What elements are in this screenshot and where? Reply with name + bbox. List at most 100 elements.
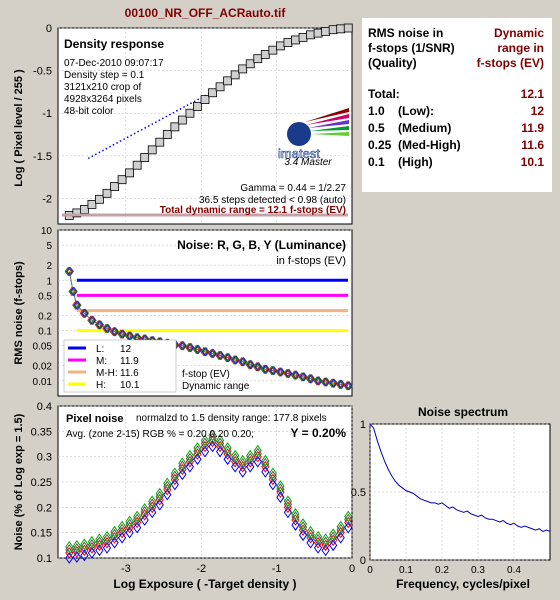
pixel-marker (276, 483, 285, 495)
rms-marker (308, 374, 316, 384)
rms-marker (277, 367, 285, 377)
pixel-noise-panel: 0.4 0.35 0.3 0.25 0.2 0.15 0.1 -3 -2 -1 0 Pixel n… (13, 401, 355, 591)
density-yticks: 0 -0.5 -1 -1.5 -2 (33, 23, 52, 205)
rms-marker (306, 374, 314, 384)
rms-marker (253, 362, 261, 372)
spectrum-xtick-label: 0.2 (435, 565, 449, 576)
rms-marker (320, 377, 328, 387)
pixel-marker (65, 544, 74, 556)
rms-marker (269, 365, 277, 376)
rms-subtitle: in f-stops (EV) (276, 255, 346, 267)
logo-version: 3.4 Master (284, 157, 332, 168)
rms-marker (275, 367, 283, 377)
pixel-marker (185, 449, 195, 462)
pixel-marker (261, 457, 270, 470)
pixel-marker (223, 445, 232, 457)
pixel-marker (261, 465, 270, 478)
pixel-marker (110, 528, 119, 541)
rms-marker (292, 370, 300, 380)
pixel-marker (208, 432, 217, 445)
spectrum-yticks: 10.50 (351, 419, 366, 567)
pixel-marker (87, 538, 97, 551)
rms-marker (208, 348, 216, 359)
rms-marker (186, 342, 194, 353)
density-info-date: 07-Dec-2010 09:07:17 (64, 58, 164, 69)
rms-marker (232, 355, 240, 365)
rms-marker (335, 379, 343, 390)
density-ylabel: Log ( Pixel level / 255 ) (13, 69, 25, 187)
rms-marker (72, 300, 80, 310)
density-marker (253, 54, 263, 64)
steps-text: 36.5 steps detected < 0.98 (auto) (199, 195, 346, 206)
rms-marker (217, 350, 225, 361)
rms-marker (290, 370, 298, 380)
rms-marker (118, 329, 126, 339)
rms-marker (237, 357, 245, 367)
rms-ytick-label: 0.02 (33, 362, 53, 373)
table-header-range-2: range in (497, 41, 544, 55)
rms-marker (202, 347, 210, 357)
pixel-marker (246, 449, 255, 462)
pixel-marker (117, 520, 127, 533)
table-row-total-label: Total: (368, 87, 400, 101)
pixel-marker (215, 445, 225, 458)
pixel-noise-curve (69, 440, 349, 554)
pixel-marker (72, 543, 81, 555)
results-table: RMS noise in f-stops (1/SNR) (Quality) D… (362, 18, 552, 192)
density-marker (306, 30, 315, 40)
density-marker (177, 115, 187, 125)
pixel-marker (313, 530, 323, 543)
pixel-xtick-label: 0 (349, 563, 355, 575)
legend-low-key: L: (96, 344, 104, 355)
rms-marker (337, 379, 345, 390)
pixel-xtick-label: -1 (272, 563, 282, 575)
rms-marker (119, 329, 127, 339)
rms-marker (328, 378, 336, 388)
legend-medium-value: 11.9 (120, 356, 139, 367)
rms-marker (224, 352, 232, 363)
pixel-marker (329, 528, 338, 541)
pixel-marker (223, 453, 232, 466)
pixel-marker (140, 506, 149, 518)
pixel-ytick-label: 0.35 (31, 426, 52, 438)
pixel-marker (95, 536, 104, 549)
logo-stripe-5 (311, 132, 349, 136)
pixel-marker (231, 452, 240, 465)
density-marker (313, 28, 323, 38)
pixel-marker (200, 434, 210, 447)
rms-marker (81, 308, 89, 319)
spectrum-xlabel: Frequency, cycles/pixel (396, 577, 530, 591)
rms-marker (345, 381, 353, 391)
rms-marker (284, 368, 292, 379)
rms-marker (87, 315, 95, 325)
density-marker (140, 153, 150, 162)
rms-marker (291, 370, 299, 380)
density-marker (336, 24, 346, 34)
rms-marker (210, 348, 218, 359)
rms-marker (118, 329, 126, 339)
rms-marker (284, 368, 292, 379)
density-marker (283, 38, 293, 47)
legend-dynamic-range-label: Dynamic range (182, 381, 250, 392)
rms-marker (268, 365, 276, 376)
density-marker (117, 175, 127, 185)
pixel-marker (80, 538, 89, 551)
rms-marker (186, 342, 194, 353)
rms-marker (177, 341, 185, 351)
pixel-ytick-label: 0.15 (31, 528, 52, 540)
rms-marker (185, 342, 193, 353)
table-row-medhigh-quality: (Med-High) (398, 138, 461, 152)
density-info-crop: 3121x210 crop of (64, 82, 142, 93)
rms-ytick-label: 1 (46, 276, 52, 287)
pixel-marker (298, 521, 308, 533)
pixel-marker (125, 518, 134, 531)
spectrum-ytick-label: 1 (360, 419, 366, 431)
pixel-marker (140, 514, 149, 526)
table-header-noise-2: f-stops (1/SNR) (368, 41, 455, 55)
pixel-marker (223, 442, 232, 454)
pixel-marker (148, 506, 157, 519)
rms-marker (209, 348, 217, 359)
table-background (362, 18, 552, 192)
pixel-marker (306, 536, 315, 549)
logo-globe (287, 122, 311, 146)
